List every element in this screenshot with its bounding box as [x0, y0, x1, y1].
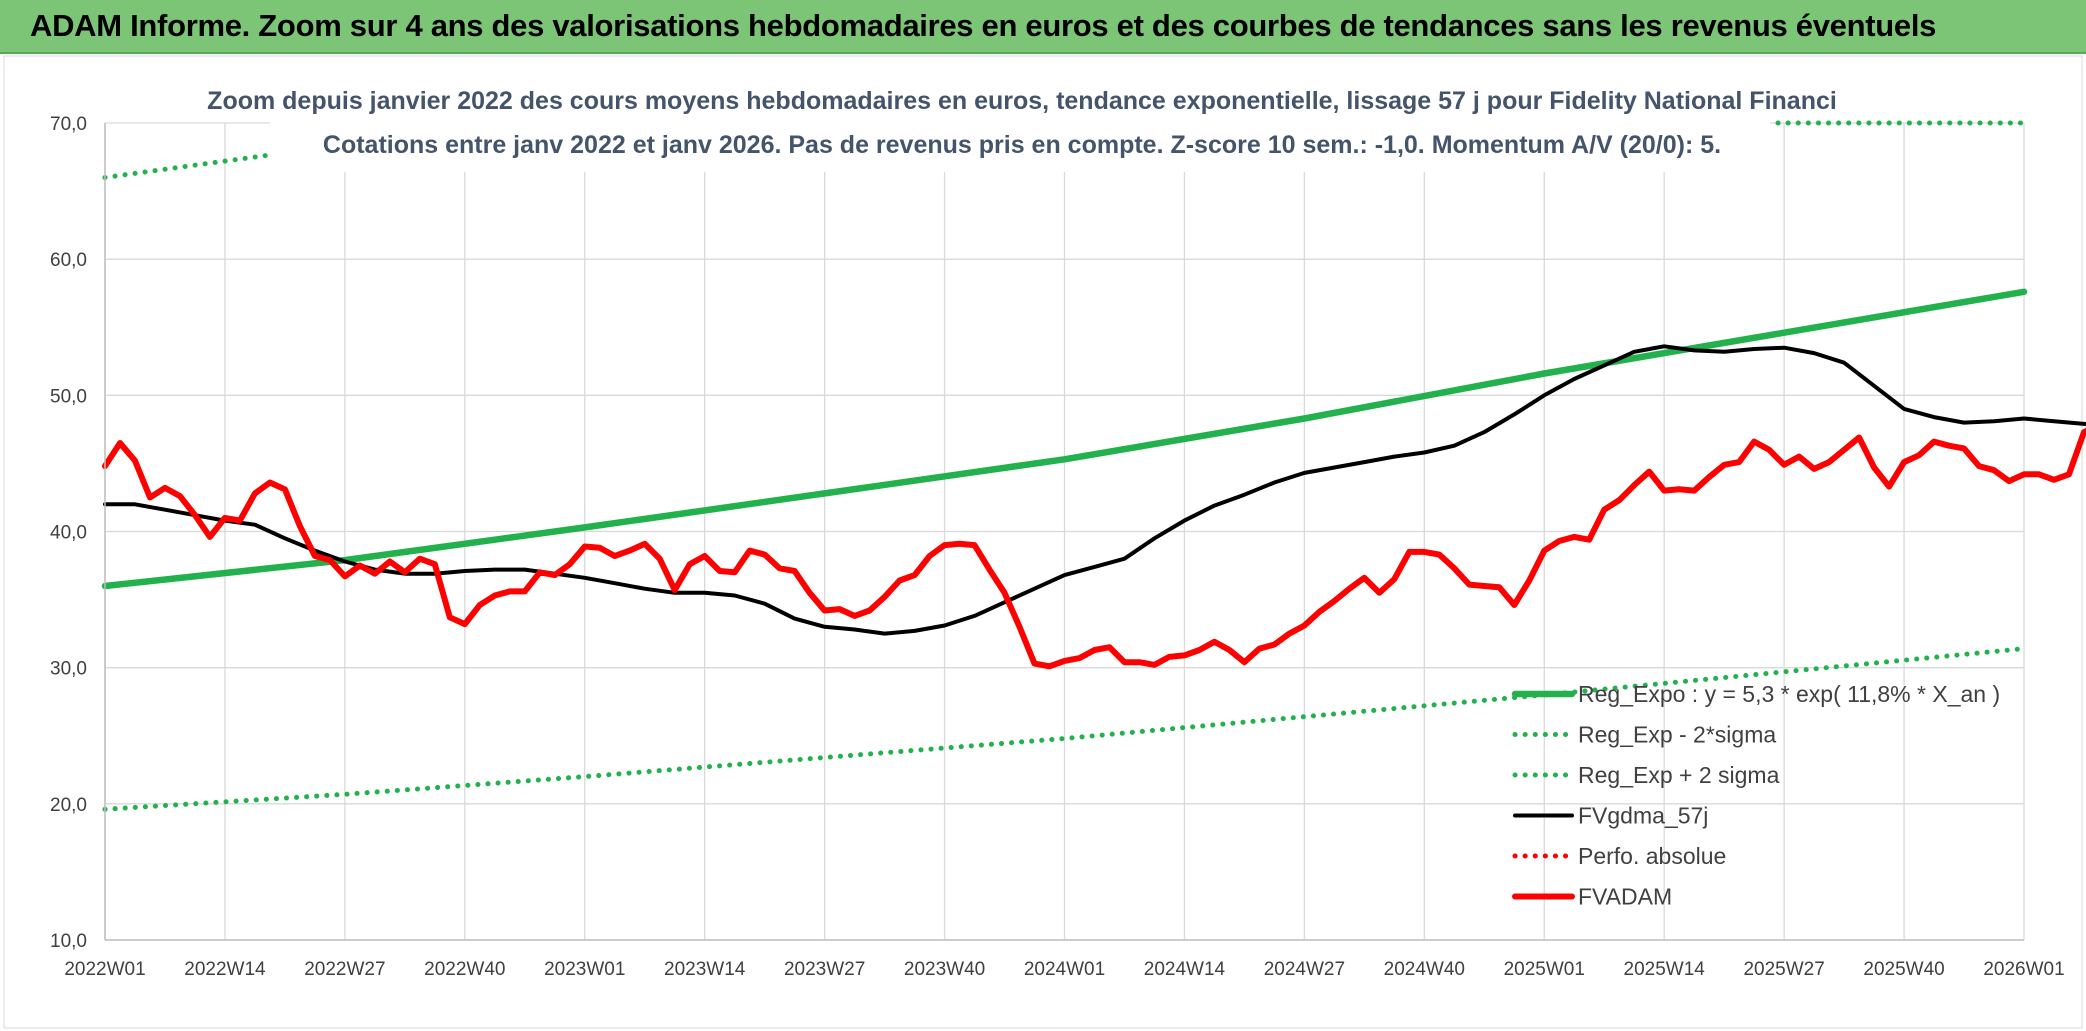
y-tick-label: 10,0 [50, 931, 87, 952]
y-tick-label: 30,0 [50, 659, 87, 680]
page-title: ADAM Informe. Zoom sur 4 ans des valoris… [30, 8, 1937, 43]
x-tick-label: 2025W40 [1863, 959, 1944, 980]
series-line-3 [103, 344, 2086, 636]
x-tick-label: 2025W27 [1743, 959, 1824, 980]
y-tick-label: 20,0 [50, 795, 87, 816]
y-tick-label: 40,0 [50, 523, 87, 544]
legend: Reg_Expo : y = 5,3 * exp( 11,8% * X_an )… [1511, 681, 2000, 910]
x-tick-label: 2024W14 [1144, 959, 1226, 980]
legend-label: Perfo. absolue [1578, 843, 1726, 869]
x-tick-label: 2022W27 [304, 959, 385, 980]
x-tick-label: 2023W27 [784, 959, 865, 980]
y-tick-label: 50,0 [50, 386, 87, 407]
x-tick-label: 2024W27 [1264, 959, 1345, 980]
x-tick-label: 2024W01 [1024, 959, 1105, 980]
x-tick-label: 2022W14 [184, 959, 266, 980]
x-tick-label: 2022W40 [424, 959, 505, 980]
x-tick-label: 2023W01 [544, 959, 625, 980]
title-background [270, 72, 1770, 172]
y-tick-label: 70,0 [50, 114, 87, 135]
legend-label: Reg_Expo : y = 5,3 * exp( 11,8% * X_an ) [1578, 681, 2000, 707]
series-line-5 [102, 427, 2086, 670]
series-line-1 [102, 646, 2027, 812]
x-tick-label: 2022W01 [64, 959, 145, 980]
y-tick-label: 60,0 [50, 250, 87, 271]
legend-label: FVADAM [1578, 884, 1672, 910]
chart-title: Zoom depuis janvier 2022 des cours moyen… [207, 87, 1837, 115]
legend-label: Reg_Exp + 2 sigma [1578, 762, 1780, 788]
price-lines [102, 344, 2086, 670]
x-tick-label: 2026W01 [1983, 959, 2064, 980]
legend-label: Reg_Exp - 2*sigma [1578, 722, 1776, 748]
x-tick-label: 2025W01 [1504, 959, 1585, 980]
x-tick-label: 2025W14 [1624, 959, 1706, 980]
series-line-0 [101, 288, 2028, 590]
x-tick-label: 2024W40 [1384, 959, 1465, 980]
legend-label: FVgdma_57j [1578, 803, 1708, 829]
x-tick-label: 2023W40 [904, 959, 985, 980]
axes: 10,0 20,0 30,0 40,0 50,0 60,0 70,0 2022W01 2022W… [50, 114, 2065, 980]
chart-area [3, 55, 2083, 1029]
chart-subtitle: Cotations entre janv 2022 et janv 2026. … [323, 131, 1721, 159]
header-banner: ADAM Informe. Zoom sur 4 ans des valoris… [0, 0, 2086, 54]
x-tick-label: 2023W14 [664, 959, 746, 980]
